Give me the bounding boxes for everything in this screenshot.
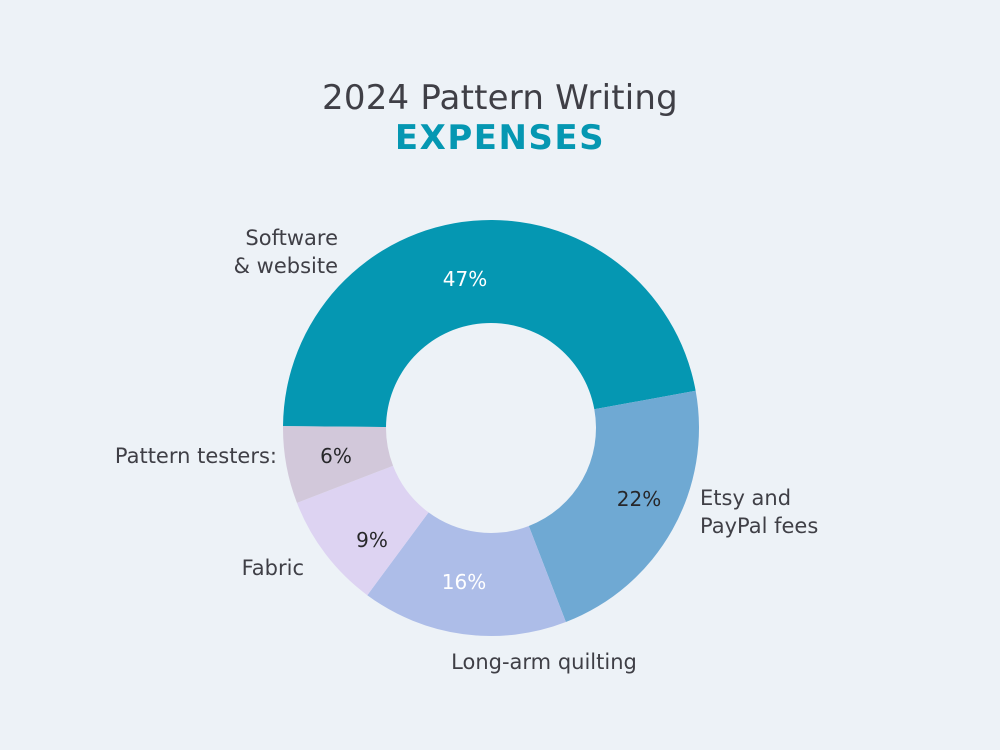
chart-title: 2024 Pattern Writing	[322, 78, 678, 118]
slice-category-label-software-website: Software & website	[234, 226, 338, 278]
slice-category-label-fabric: Fabric	[242, 556, 304, 580]
slice-etsy-and-paypal-fees	[528, 390, 699, 623]
slice-pattern-testers	[283, 426, 394, 503]
slice-software-website	[283, 220, 696, 428]
slice-category-label-pattern-testers: Pattern testers:	[115, 444, 277, 468]
chart-subtitle: EXPENSES	[394, 118, 606, 158]
slice-category-label-long-arm-quilting: Long-arm quilting	[451, 650, 637, 674]
slice-long-arm-quilting	[367, 512, 566, 636]
slice-fabric	[296, 465, 429, 596]
slice-value-label-software-website: 47%	[443, 267, 487, 291]
slice-category-label-etsy-and-paypal-fees: Etsy and PayPal fees	[700, 486, 818, 538]
slice-value-label-etsy-and-paypal-fees: 22%	[617, 487, 661, 511]
slice-value-label-fabric: 9%	[356, 528, 388, 552]
slice-value-label-pattern-testers: 6%	[320, 444, 352, 468]
slice-value-label-long-arm-quilting: 16%	[442, 570, 486, 594]
